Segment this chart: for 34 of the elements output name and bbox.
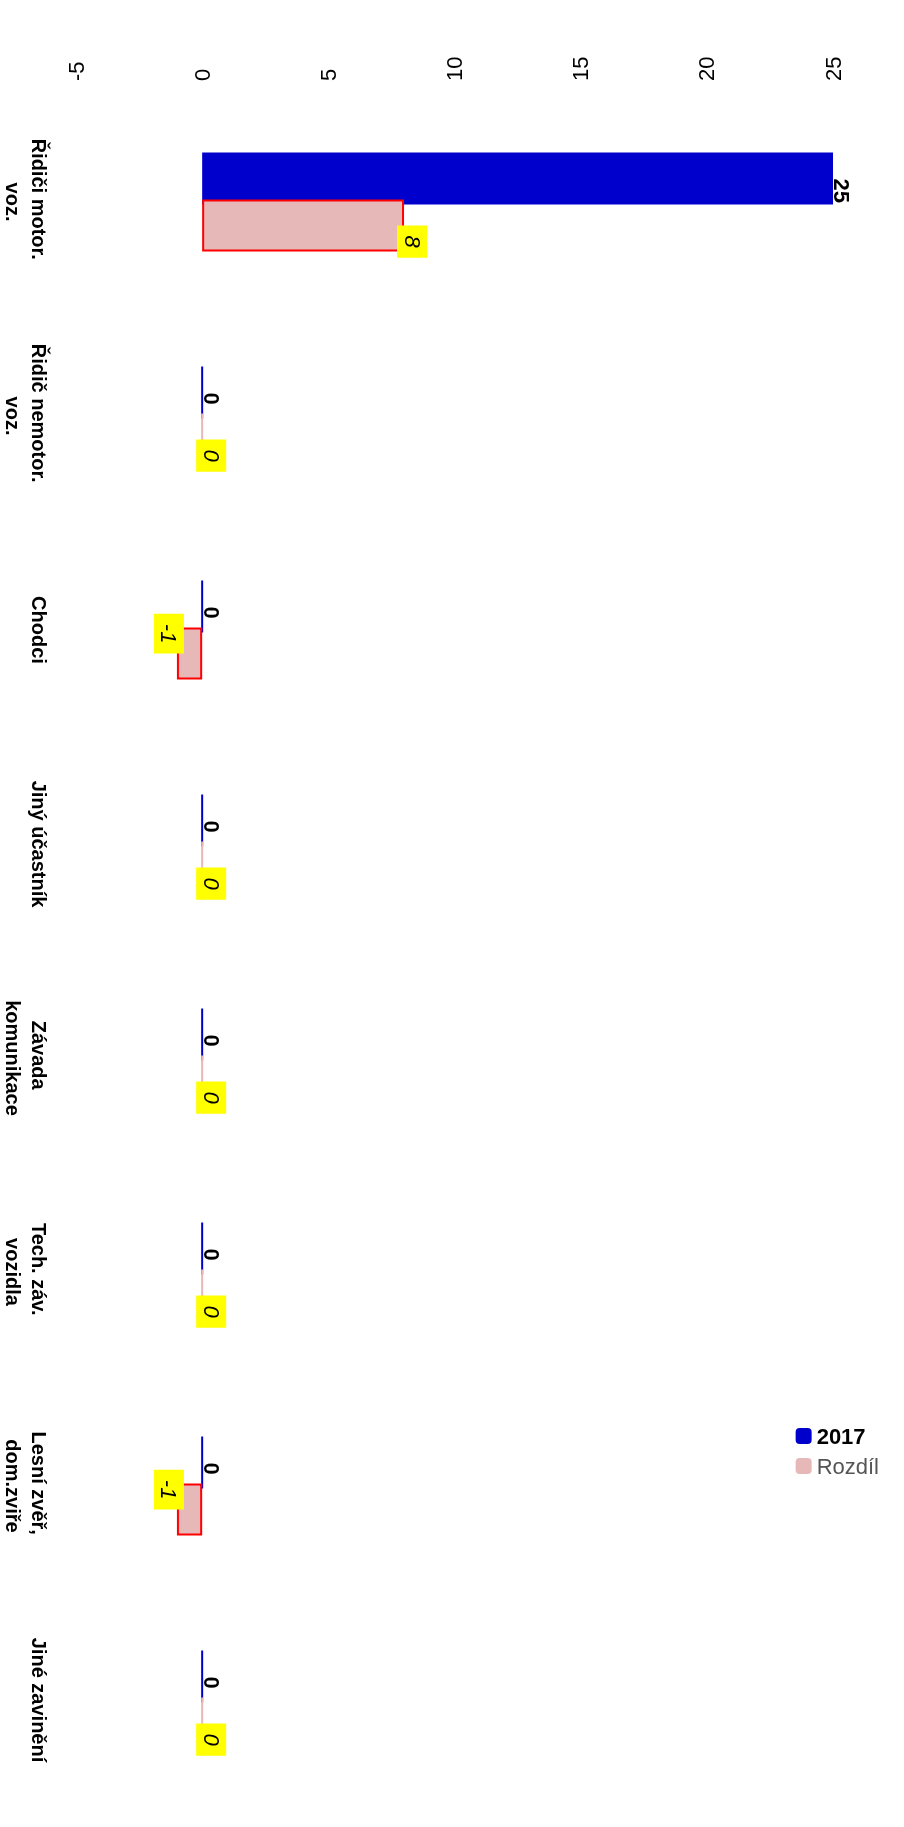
data-label: 0 bbox=[198, 1034, 224, 1047]
data-label: 0 bbox=[198, 392, 224, 405]
y-tick-label: Tech. záv. vozidla bbox=[2, 1222, 50, 1322]
bar bbox=[202, 152, 833, 205]
data-label: 0 bbox=[198, 1676, 224, 1689]
data-label: 25 bbox=[828, 178, 854, 204]
legend-label: Rozdíl bbox=[816, 1453, 879, 1479]
y-tick-label: Řidiči motor. voz. bbox=[2, 138, 51, 266]
y-tick-label: Závada komunikace bbox=[2, 1000, 50, 1116]
x-tick-label: 25 bbox=[820, 56, 846, 81]
x-tick-label: 5 bbox=[315, 68, 341, 81]
y-tick-label: Chodci bbox=[28, 596, 50, 664]
data-label: 0 bbox=[198, 1248, 224, 1261]
data-label: 0 bbox=[198, 606, 224, 619]
x-tick-label: 20 bbox=[694, 56, 720, 81]
y-tick-label: Řidič nemotor. voz. bbox=[2, 343, 51, 489]
data-label: 0 bbox=[198, 449, 224, 463]
data-label: 0 bbox=[198, 1733, 224, 1747]
x-tick-label: 15 bbox=[568, 56, 594, 81]
data-label: 0 bbox=[198, 820, 224, 833]
data-label: 0 bbox=[198, 1091, 224, 1105]
data-label: 8 bbox=[399, 235, 425, 249]
x-tick-label: -5 bbox=[63, 61, 89, 81]
y-tick-label: Jiný účastník bbox=[28, 780, 50, 909]
data-label: 0 bbox=[198, 1462, 224, 1475]
data-label: -1 bbox=[156, 623, 182, 644]
x-tick-label: 0 bbox=[189, 68, 215, 81]
data-label: 0 bbox=[198, 877, 224, 891]
legend-label: 2017 bbox=[816, 1423, 866, 1449]
y-tick-label: Lesní zvěř, dom.zviře bbox=[2, 1431, 50, 1541]
y-tick-label: Jiné zavinění bbox=[28, 1637, 50, 1764]
data-label: 0 bbox=[198, 1305, 224, 1319]
data-label: -1 bbox=[156, 1479, 182, 1500]
x-tick-label: 10 bbox=[442, 56, 467, 81]
